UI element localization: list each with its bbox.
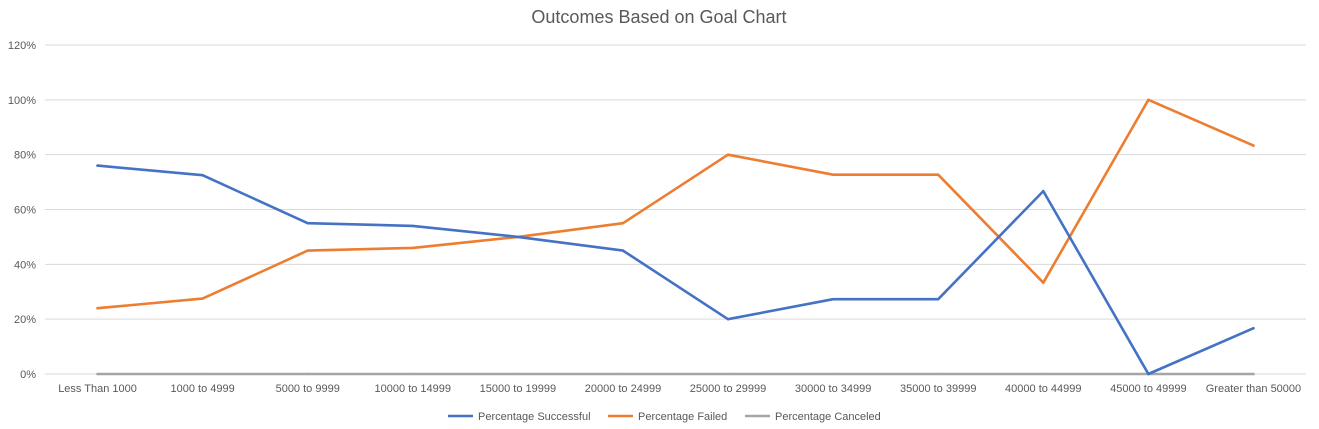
data-point bbox=[201, 372, 204, 376]
data-point bbox=[306, 372, 309, 376]
y-tick-label: 80% bbox=[14, 150, 36, 162]
data-point bbox=[831, 173, 835, 176]
gridlines bbox=[45, 44, 1306, 375]
data-point bbox=[411, 372, 414, 376]
data-point bbox=[411, 224, 414, 228]
x-tick-label: Less Than 1000 bbox=[58, 383, 137, 395]
data-point bbox=[1252, 144, 1255, 147]
data-point bbox=[201, 297, 204, 300]
legend-label: Percentage Successful bbox=[478, 411, 591, 423]
data-point bbox=[726, 317, 730, 321]
x-tick-label: 15000 to 19999 bbox=[480, 383, 556, 395]
data-point bbox=[411, 246, 414, 250]
x-tick-label: 35000 to 39999 bbox=[900, 383, 976, 395]
x-tick-label: Greater than 50000 bbox=[1206, 383, 1301, 395]
data-point bbox=[1042, 281, 1045, 284]
data-point bbox=[516, 235, 520, 239]
data-point bbox=[1252, 327, 1255, 330]
data-point bbox=[96, 164, 99, 167]
data-point bbox=[621, 372, 625, 376]
data-point bbox=[621, 222, 625, 225]
y-tick-label: 40% bbox=[14, 259, 36, 271]
series-line-percentage-successful bbox=[96, 164, 1255, 376]
x-tick-label: 5000 to 9999 bbox=[276, 383, 340, 395]
data-point bbox=[96, 372, 99, 376]
y-tick-label: 60% bbox=[14, 205, 36, 217]
y-tick-label: 100% bbox=[8, 95, 36, 107]
data-point bbox=[1147, 98, 1150, 102]
data-point bbox=[726, 372, 730, 376]
data-point bbox=[1147, 372, 1150, 376]
data-point bbox=[1042, 372, 1045, 376]
data-point bbox=[201, 174, 204, 177]
data-point bbox=[831, 372, 835, 376]
data-point bbox=[306, 249, 309, 252]
data-point bbox=[937, 372, 940, 376]
y-tick-label: 120% bbox=[8, 40, 36, 52]
x-tick-label: 25000 to 29999 bbox=[690, 383, 766, 395]
data-point bbox=[306, 222, 309, 225]
x-tick-label: 1000 to 4999 bbox=[171, 383, 235, 395]
y-tick-label: 20% bbox=[14, 314, 36, 326]
x-tick-label: 20000 to 24999 bbox=[585, 383, 661, 395]
x-tick-label: 40000 to 44999 bbox=[1005, 383, 1081, 395]
x-axis-tick-labels: Less Than 1000 1000 to 4999 5000 to 9999 10… bbox=[58, 383, 1301, 395]
x-tick-label: 30000 to 34999 bbox=[795, 383, 871, 395]
data-point bbox=[1042, 189, 1045, 193]
data-point bbox=[726, 153, 730, 156]
data-point bbox=[937, 173, 940, 176]
legend-label: Percentage Failed bbox=[638, 411, 727, 423]
data-point bbox=[937, 297, 940, 301]
chart-title: Outcomes Based on Goal Chart bbox=[531, 7, 786, 27]
data-point bbox=[96, 307, 99, 310]
y-tick-label: 0% bbox=[20, 369, 36, 381]
data-point bbox=[516, 372, 520, 376]
x-tick-label: 10000 to 14999 bbox=[375, 383, 451, 395]
data-point bbox=[621, 249, 625, 252]
data-point bbox=[1252, 372, 1255, 376]
legend-label: Percentage Canceled bbox=[775, 411, 881, 423]
legend: Percentage Successful Percentage Failed Pe… bbox=[448, 411, 881, 423]
series-line-percentage-failed bbox=[96, 98, 1255, 310]
x-tick-label: 45000 to 49999 bbox=[1110, 383, 1186, 395]
series-lines bbox=[96, 98, 1255, 376]
data-point bbox=[831, 297, 835, 301]
y-axis-tick-labels: 0% 20% 40% 60% 80% 100% 120% bbox=[8, 40, 36, 381]
